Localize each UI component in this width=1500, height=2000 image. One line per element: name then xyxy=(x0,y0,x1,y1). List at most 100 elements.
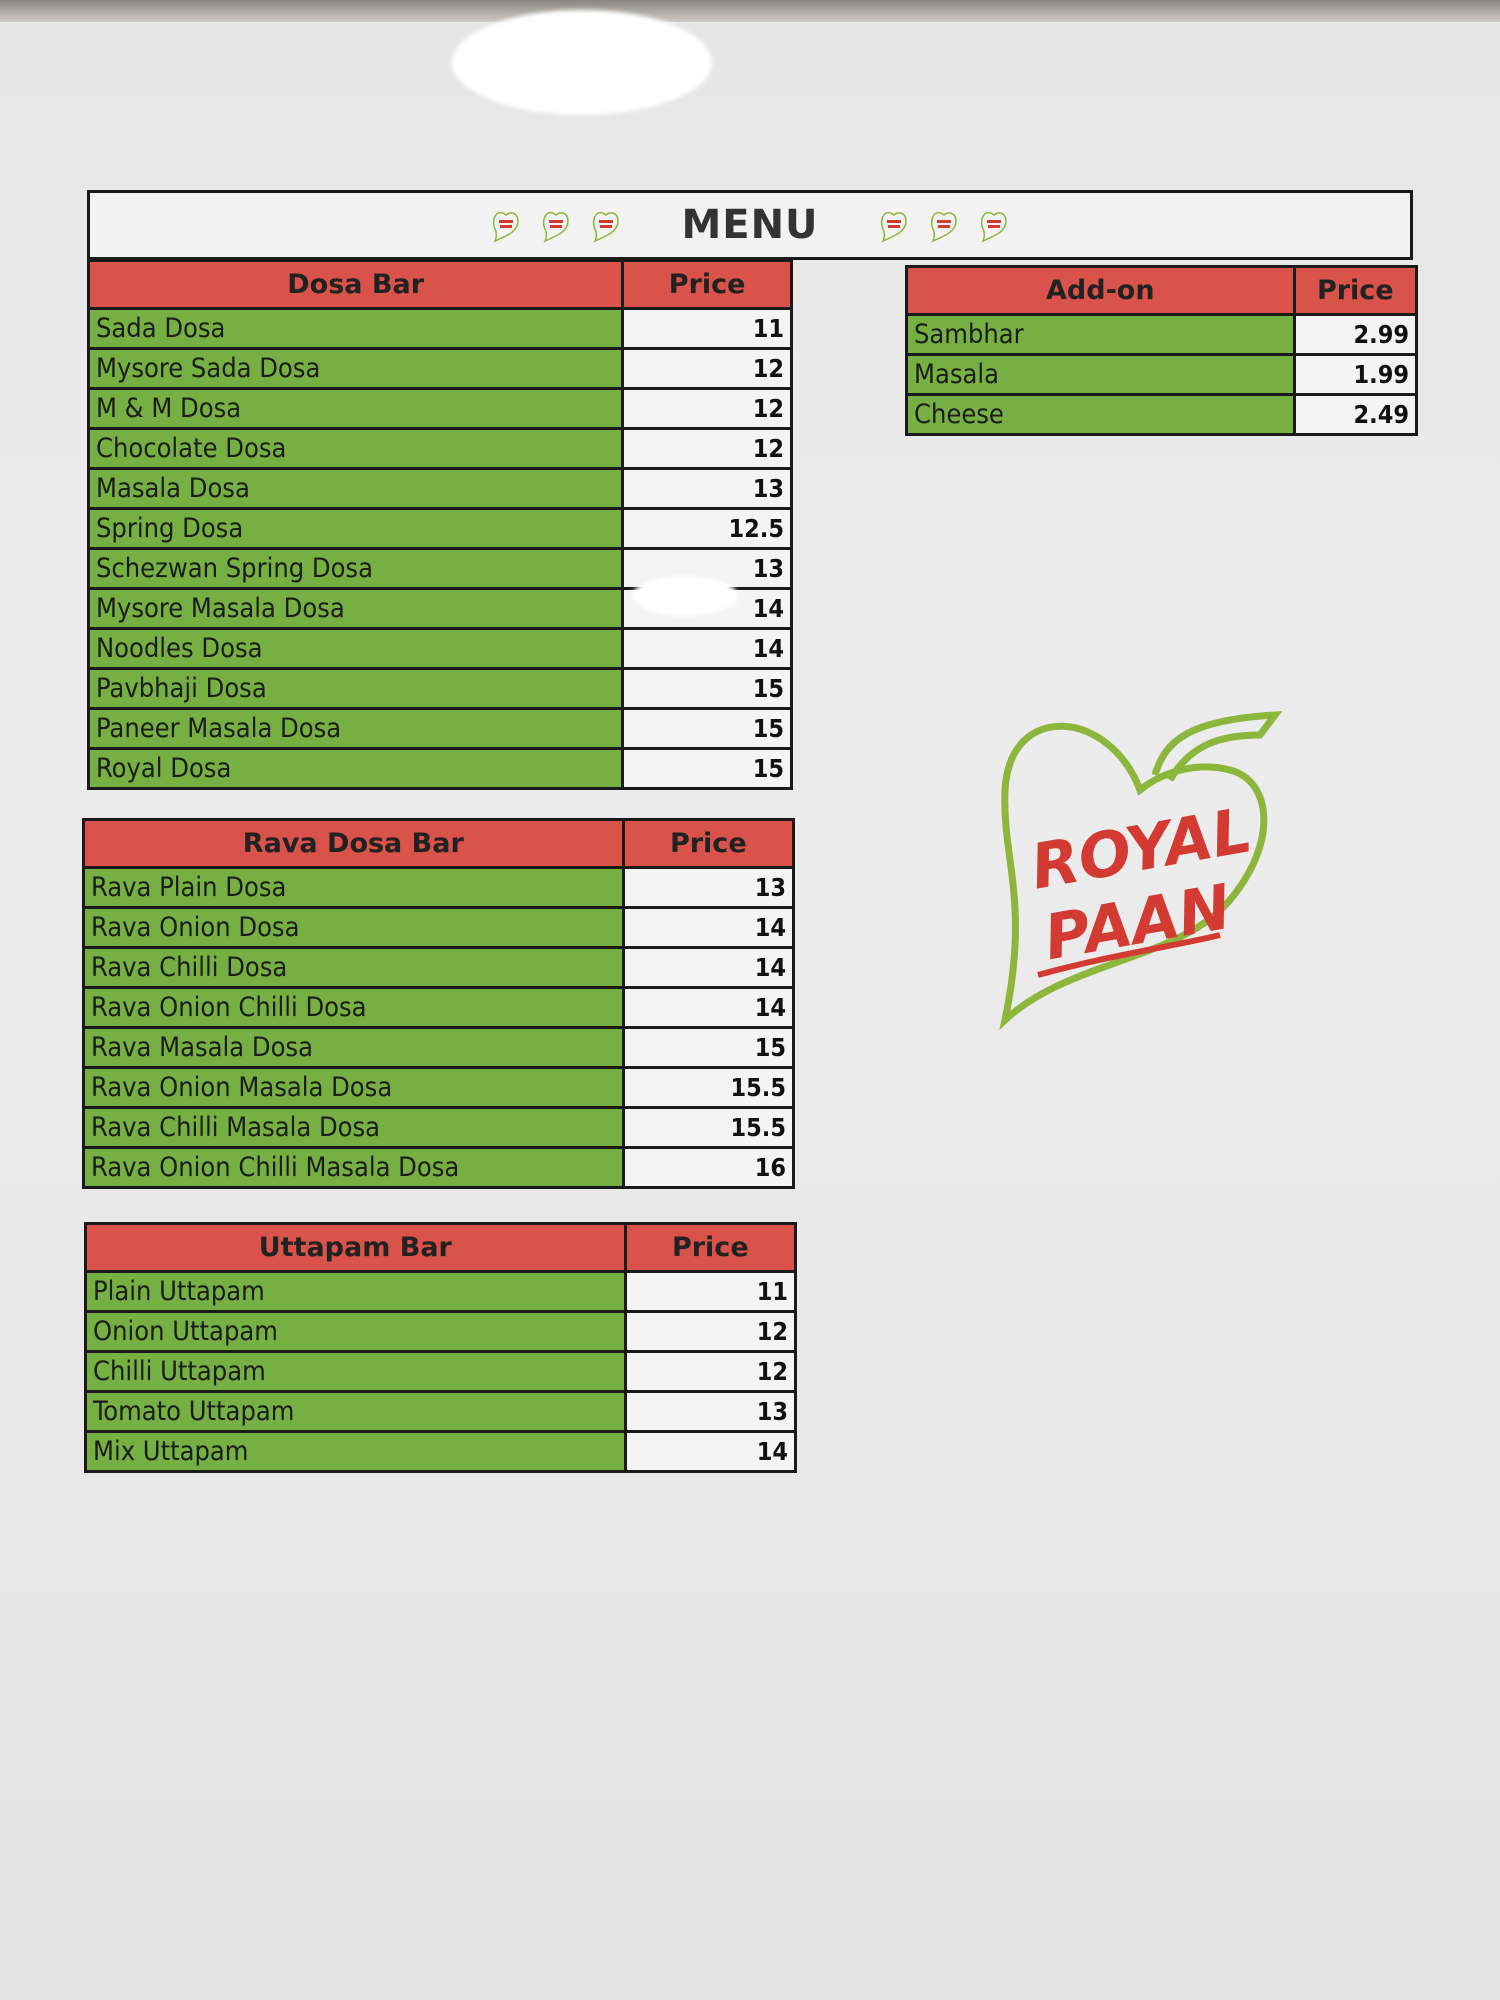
item-name: Rava Onion Chilli Dosa xyxy=(82,986,625,1029)
menu-item-row: Cheese 2.49 xyxy=(905,393,1419,436)
item-name: Rava Masala Dosa xyxy=(82,1026,625,1069)
item-price: 11 xyxy=(621,307,793,350)
menu-item-row: Masala 1.99 xyxy=(905,353,1419,396)
item-name: Spring Dosa xyxy=(86,507,625,550)
table-header-row: Dosa Bar Price xyxy=(86,259,793,310)
royal-paan-logo-icon xyxy=(980,211,1007,243)
item-price: 15.5 xyxy=(621,1106,796,1149)
menu-item-row: Pavbhaji Dosa 15 xyxy=(86,667,793,710)
item-name: Rava Onion Dosa xyxy=(82,906,625,949)
price-header: Price xyxy=(1292,265,1419,316)
item-price: 14 xyxy=(621,986,796,1029)
menu-item-row: Rava Chilli Dosa 14 xyxy=(82,946,796,989)
dosa-bar-table: Dosa Bar Price Sada Dosa 11 Mysore Sada Dosa… xyxy=(86,259,793,790)
menu-item-row: Rava Onion Chilli Dosa 14 xyxy=(82,986,796,1029)
menu-item-row: Sambhar 2.99 xyxy=(905,313,1419,356)
item-price: 14 xyxy=(621,906,796,949)
item-price: 15 xyxy=(621,667,793,710)
item-name: Rava Chilli Dosa xyxy=(82,946,625,989)
item-name: Royal Dosa xyxy=(86,747,625,790)
royal-paan-logo-icon xyxy=(543,211,570,243)
logo-stem xyxy=(1151,711,1283,782)
item-price: 15 xyxy=(621,1026,796,1069)
item-name: Chilli Uttapam xyxy=(84,1350,627,1393)
menu-item-row: Mix Uttapam 14 xyxy=(84,1430,798,1473)
price-header: Price xyxy=(623,1222,798,1273)
item-price: 15 xyxy=(621,707,793,750)
light-glare xyxy=(632,576,738,616)
table-header-row: Uttapam Bar Price xyxy=(84,1222,798,1273)
item-price: 12 xyxy=(623,1310,798,1353)
item-price: 2.49 xyxy=(1292,393,1419,436)
logo-underline xyxy=(1037,932,1221,978)
menu-item-row: Rava Onion Chilli Masala Dosa 16 xyxy=(82,1146,796,1189)
item-price: 13 xyxy=(621,467,793,510)
royal-paan-logo-icon xyxy=(880,211,907,243)
logo-leaf-outline xyxy=(999,722,1268,1030)
menu-header: MENU xyxy=(87,190,1413,260)
uttapam-bar-table: Uttapam Bar Price Plain Uttapam 11 Onion Utt… xyxy=(84,1222,798,1473)
item-price: 11 xyxy=(623,1270,798,1313)
item-name: Cheese xyxy=(905,393,1296,436)
item-price: 13 xyxy=(621,866,796,909)
menu-item-row: Mysore Sada Dosa 12 xyxy=(86,347,793,390)
table-header-row: Rava Dosa Bar Price xyxy=(82,818,796,869)
item-price: 14 xyxy=(621,946,796,989)
item-name: Rava Plain Dosa xyxy=(82,866,625,909)
add-on-table: Add-on Price Sambhar 2.99 Masala 1.99 Cheese 2.… xyxy=(905,265,1419,436)
item-name: Tomato Uttapam xyxy=(84,1390,627,1433)
item-name: M & M Dosa xyxy=(86,387,625,430)
price-header: Price xyxy=(621,259,793,310)
menu-item-row: Rava Onion Masala Dosa 15.5 xyxy=(82,1066,796,1109)
item-price: 15 xyxy=(621,747,793,790)
item-name: Rava Chilli Masala Dosa xyxy=(82,1106,625,1149)
royal-paan-logo-icon xyxy=(593,211,620,243)
item-price: 15.5 xyxy=(621,1066,796,1109)
item-name: Rava Onion Chilli Masala Dosa xyxy=(82,1146,625,1189)
item-name: Noodles Dosa xyxy=(86,627,625,670)
menu-item-row: Rava Onion Dosa 14 xyxy=(82,906,796,949)
royal-paan-logo-icon xyxy=(930,211,957,243)
menu-title: MENU xyxy=(681,202,819,248)
item-name: Paneer Masala Dosa xyxy=(86,707,625,750)
item-name: Mix Uttapam xyxy=(84,1430,627,1473)
section-title: Uttapam Bar xyxy=(84,1222,627,1273)
menu-item-row: Noodles Dosa 14 xyxy=(86,627,793,670)
menu-item-row: Rava Masala Dosa 15 xyxy=(82,1026,796,1069)
menu-item-row: Masala Dosa 13 xyxy=(86,467,793,510)
item-price: 2.99 xyxy=(1292,313,1419,356)
menu-item-row: Mysore Masala Dosa 14 xyxy=(86,587,793,630)
item-price: 14 xyxy=(621,627,793,670)
item-name: Mysore Masala Dosa xyxy=(86,587,625,630)
menu-item-row: Rava Chilli Masala Dosa 15.5 xyxy=(82,1106,796,1149)
item-name: Plain Uttapam xyxy=(84,1270,627,1313)
item-name: Mysore Sada Dosa xyxy=(86,347,625,390)
menu-item-row: Rava Plain Dosa 13 xyxy=(82,866,796,909)
menu-item-row: Sada Dosa 11 xyxy=(86,307,793,350)
item-name: Masala Dosa xyxy=(86,467,625,510)
item-name: Masala xyxy=(905,353,1296,396)
item-name: Pavbhaji Dosa xyxy=(86,667,625,710)
menu-item-row: Chilli Uttapam 12 xyxy=(84,1350,798,1393)
item-name: Chocolate Dosa xyxy=(86,427,625,470)
item-price: 14 xyxy=(623,1430,798,1473)
menu-item-row: Plain Uttapam 11 xyxy=(84,1270,798,1313)
item-price: 12 xyxy=(623,1350,798,1393)
light-glare xyxy=(452,10,712,115)
menu-item-row: Tomato Uttapam 13 xyxy=(84,1390,798,1433)
rava-dosa-bar-table: Rava Dosa Bar Price Rava Plain Dosa 13 Rava … xyxy=(82,818,796,1189)
item-name: Schezwan Spring Dosa xyxy=(86,547,625,590)
menu-item-row: M & M Dosa 12 xyxy=(86,387,793,430)
item-price: 12 xyxy=(621,387,793,430)
item-name: Rava Onion Masala Dosa xyxy=(82,1066,625,1109)
item-price: 16 xyxy=(621,1146,796,1189)
item-price: 12 xyxy=(621,347,793,390)
item-price: 12 xyxy=(621,427,793,470)
menu-item-row: Spring Dosa 12.5 xyxy=(86,507,793,550)
section-title: Add-on xyxy=(905,265,1296,316)
menu-item-row: Onion Uttapam 12 xyxy=(84,1310,798,1353)
item-name: Sambhar xyxy=(905,313,1296,356)
item-price: 1.99 xyxy=(1292,353,1419,396)
royal-paan-logo: ROYAL PAAN xyxy=(999,711,1283,1030)
item-name: Onion Uttapam xyxy=(84,1310,627,1353)
